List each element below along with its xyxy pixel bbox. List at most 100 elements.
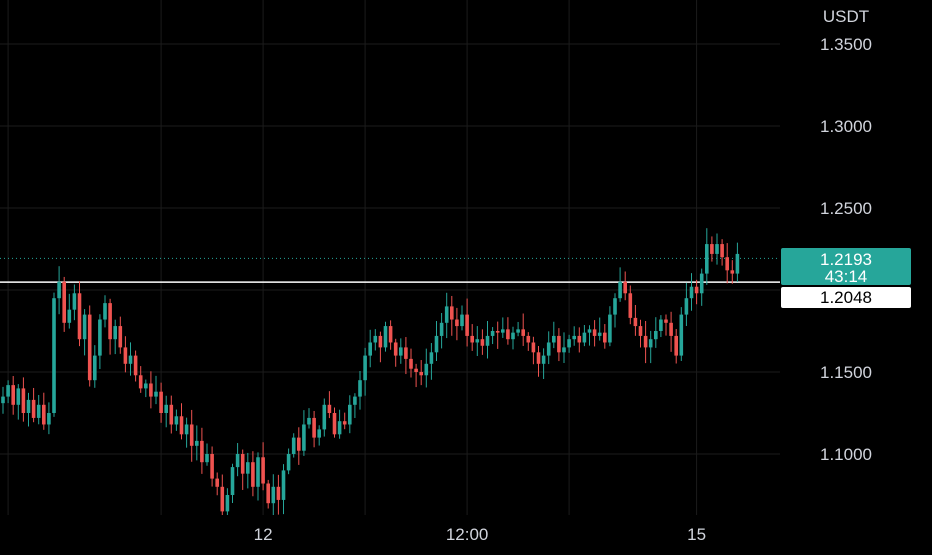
candle-body [439, 322, 444, 336]
candle-body [720, 244, 724, 258]
candle-body [689, 286, 694, 299]
candle-body [307, 417, 311, 425]
candle-body [358, 380, 362, 397]
candle-body [26, 399, 31, 413]
candle-body [480, 339, 485, 346]
candle-body [256, 457, 260, 487]
candle-body [215, 478, 219, 487]
candle-body [603, 332, 607, 343]
candle-body [246, 462, 250, 474]
candle-body [404, 347, 408, 359]
candle-body [628, 293, 633, 318]
candle-body [297, 437, 301, 451]
candle-body [516, 329, 520, 333]
candle-body [521, 329, 525, 336]
candle-body [623, 281, 627, 294]
candle-body [460, 314, 464, 327]
candle-body [511, 332, 515, 340]
candle-body [57, 281, 61, 299]
candle-body [495, 331, 500, 333]
y-tick-label: 1.2500 [820, 199, 872, 218]
candle-body [286, 454, 291, 471]
candle-body [159, 391, 163, 413]
candle-body [694, 286, 699, 294]
candle-body [669, 322, 673, 336]
candle-body [409, 358, 413, 369]
candle-body [531, 342, 536, 353]
candle-body [271, 486, 276, 504]
candle-body [648, 339, 653, 348]
candle-body [353, 396, 357, 405]
candle-body [399, 347, 403, 356]
candle-body [383, 326, 388, 348]
candle-body [42, 404, 46, 425]
candle-body [281, 470, 286, 500]
level-price-value: 1.2048 [820, 288, 872, 307]
candle-body [251, 462, 255, 487]
candle-body [189, 424, 194, 446]
candle-body [557, 335, 561, 353]
candle-body [597, 332, 602, 336]
candle-body [36, 404, 41, 418]
candle-body [327, 404, 332, 413]
candle-body [230, 467, 235, 495]
y-tick-label: 1.1000 [820, 445, 872, 464]
candle-body [552, 335, 556, 343]
candle-body [322, 404, 327, 430]
candle-body [633, 317, 638, 327]
candle-body [679, 314, 684, 356]
candle-body [674, 335, 678, 356]
candle-body [103, 303, 107, 320]
horizontal-lines [0, 257, 780, 283]
candle-body [393, 342, 398, 356]
candle-body [373, 335, 378, 343]
candle-body [235, 454, 240, 468]
candle-body [546, 342, 551, 356]
candle-body [725, 257, 729, 271]
candle-body [368, 342, 372, 356]
candle-body [317, 429, 321, 438]
candle-body [210, 454, 214, 479]
candle-countdown: 43:14 [825, 267, 868, 286]
currency-label: USDT [823, 7, 869, 26]
candle-body [179, 416, 184, 435]
candle-body [654, 331, 658, 340]
candle-body [506, 329, 510, 340]
candle-body [577, 335, 582, 343]
candle-body [302, 424, 306, 451]
candle-body [592, 329, 597, 336]
y-tick-label: 1.3500 [820, 35, 872, 54]
candle-body [455, 319, 459, 327]
price-axis[interactable]: USDT 1.3500 1.3000 1.2500 1.1500 1.1000 [820, 7, 872, 464]
candle-body [419, 372, 423, 376]
candle-body [6, 385, 10, 397]
x-tick-label: 12:00 [446, 525, 489, 544]
candle-body [16, 388, 21, 405]
candle-body [47, 413, 51, 425]
grid [0, 0, 780, 515]
candle-body [567, 339, 571, 348]
candle-body [62, 281, 66, 323]
candle-body [363, 355, 367, 381]
x-tick-label: 15 [687, 525, 706, 544]
candle-body [613, 298, 617, 315]
candle-body [434, 335, 439, 353]
candle-body [164, 404, 168, 413]
time-axis[interactable]: 12 12:00 15 [254, 525, 706, 544]
candle-body [638, 326, 643, 336]
candle-body [31, 399, 36, 418]
candle-body [82, 314, 87, 340]
candle-body [312, 417, 316, 438]
candle-body [643, 335, 648, 348]
candle-body [470, 335, 474, 343]
candle-body [485, 335, 490, 346]
candle-body [388, 326, 393, 343]
candle-body [266, 483, 270, 504]
candle-body [429, 352, 434, 364]
candle-body [444, 306, 449, 323]
candle-body [98, 319, 102, 356]
candle-body [348, 404, 352, 425]
candle-body [138, 375, 143, 389]
